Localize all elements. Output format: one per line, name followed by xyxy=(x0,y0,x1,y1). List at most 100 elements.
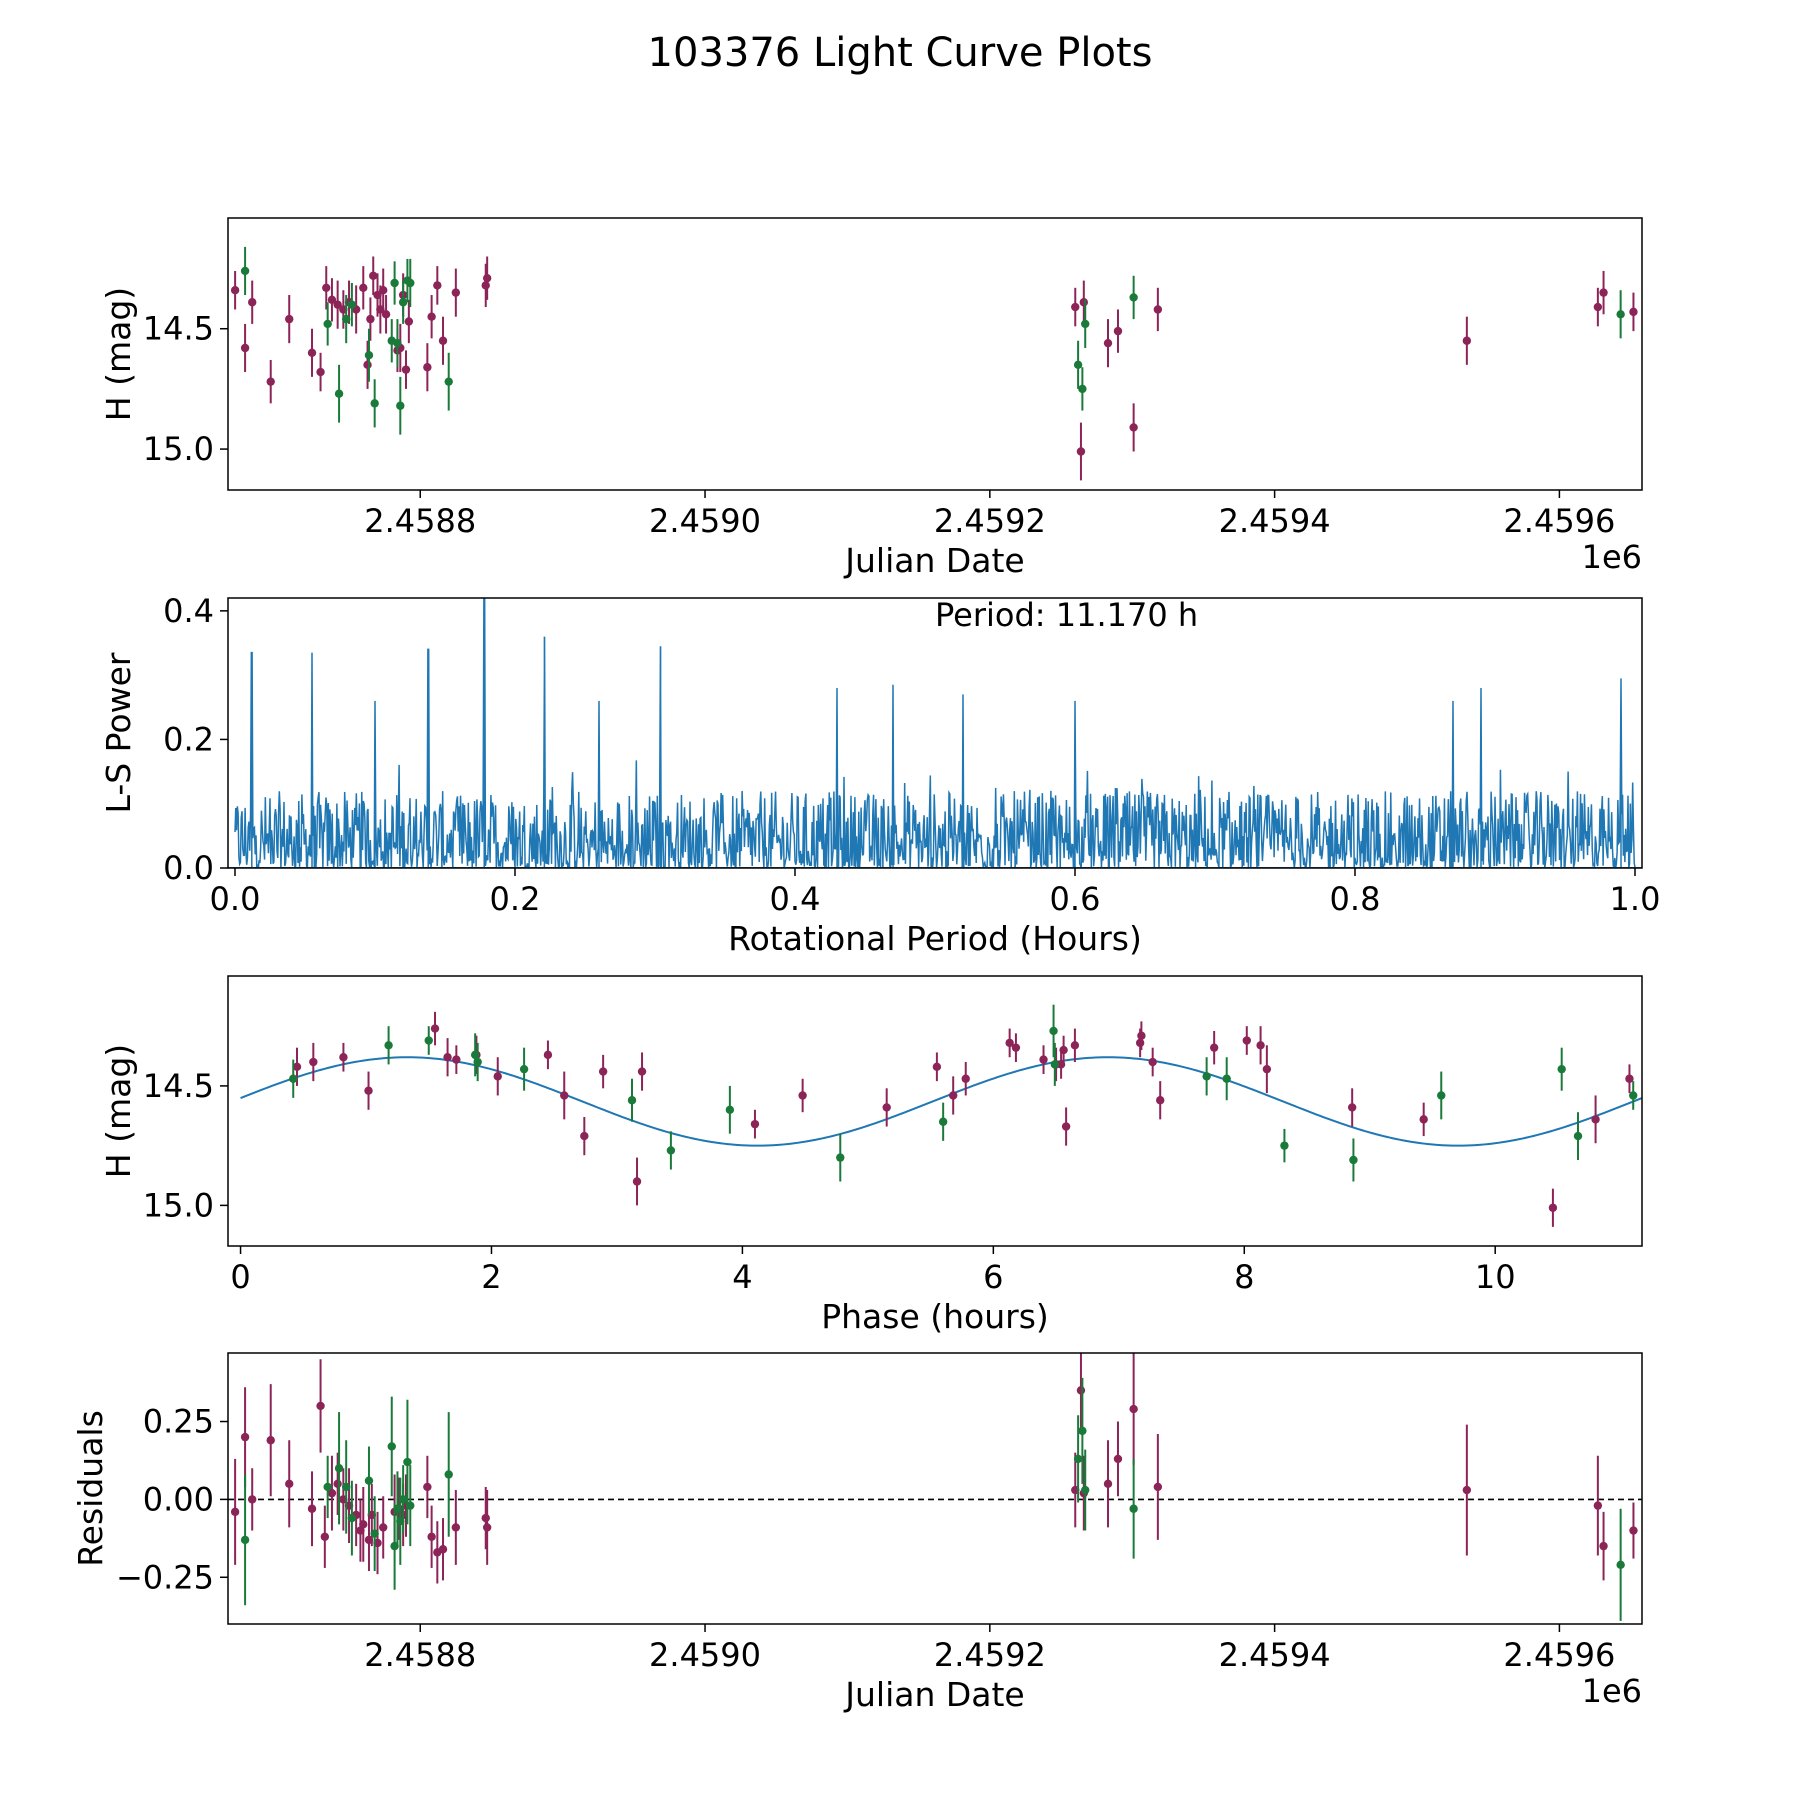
data-point xyxy=(316,1401,325,1411)
data-point xyxy=(1078,1426,1087,1436)
data-point xyxy=(519,1064,529,1074)
data-point xyxy=(1050,1060,1060,1069)
x-tick-label: 0.2 xyxy=(490,880,541,918)
data-point xyxy=(1419,1115,1428,1124)
data-point xyxy=(1005,1038,1014,1048)
data-point xyxy=(334,1464,344,1473)
data-point xyxy=(334,389,344,398)
data-point xyxy=(493,1072,502,1081)
data-point xyxy=(359,1520,368,1529)
data-point xyxy=(961,1074,970,1083)
data-point xyxy=(798,1091,807,1100)
data-point xyxy=(379,286,388,295)
x-tick-label: 2.4590 xyxy=(649,502,761,540)
data-point xyxy=(384,1041,393,1050)
y-tick-label: 0.2 xyxy=(163,720,214,758)
data-point xyxy=(1061,1122,1071,1131)
data-point xyxy=(347,300,357,309)
data-point xyxy=(1129,293,1138,302)
data-point xyxy=(398,298,408,307)
x-tick-label: 2.4594 xyxy=(1219,502,1331,540)
data-point xyxy=(444,1470,453,1479)
data-point xyxy=(347,1513,357,1523)
data-point xyxy=(1113,1454,1123,1464)
data-point xyxy=(230,1507,240,1517)
data-point xyxy=(482,273,492,283)
data-point xyxy=(1280,1141,1289,1150)
data-point xyxy=(1076,447,1086,456)
y-tick-label: 15.0 xyxy=(143,430,214,468)
data-point xyxy=(364,1086,373,1095)
x-tick-label: 6 xyxy=(983,1258,1003,1296)
data-point xyxy=(1209,1043,1219,1052)
model-curve xyxy=(240,1056,1642,1147)
data-point xyxy=(366,314,375,324)
data-point xyxy=(307,348,317,357)
data-point xyxy=(327,1488,337,1498)
data-point xyxy=(932,1062,942,1071)
x-axis-label: Phase (hours) xyxy=(821,1297,1049,1336)
data-point xyxy=(1059,1045,1068,1055)
data-point xyxy=(543,1050,553,1060)
data-point xyxy=(1349,1155,1358,1165)
data-point xyxy=(396,401,405,410)
data-point xyxy=(240,266,250,276)
data-point xyxy=(401,365,411,374)
data-point xyxy=(1629,1526,1638,1535)
data-point xyxy=(443,1053,452,1062)
axes-frame xyxy=(227,597,1643,869)
data-point xyxy=(406,278,415,288)
data-point xyxy=(1070,1041,1080,1050)
data-point xyxy=(322,283,331,293)
data-point xyxy=(1347,1103,1357,1112)
data-point xyxy=(627,1096,637,1105)
power-line xyxy=(234,598,1636,868)
data-point xyxy=(1039,1055,1048,1064)
data-point xyxy=(452,1055,461,1064)
data-point xyxy=(1437,1091,1446,1100)
data-point xyxy=(307,1504,317,1513)
data-point xyxy=(240,343,250,353)
data-point xyxy=(1081,1485,1090,1495)
data-point xyxy=(248,1495,257,1504)
data-point xyxy=(333,300,342,309)
y-tick-label: 0.4 xyxy=(163,592,214,630)
data-point xyxy=(1593,1501,1603,1510)
x-tick-label: 2.4588 xyxy=(364,1636,476,1674)
data-point xyxy=(451,288,461,297)
panel-phase-fold: 0 2 4 6 8 10 14.5 15.0 Phase (hours) H (mag) xyxy=(99,975,1643,1336)
data-point xyxy=(1599,288,1608,297)
plot-area xyxy=(228,598,1642,868)
data-point xyxy=(1148,1057,1157,1067)
plot-area xyxy=(240,1004,1642,1227)
axes-frame xyxy=(227,975,1643,1247)
data-point xyxy=(750,1119,760,1129)
data-point xyxy=(1202,1072,1211,1081)
data-point xyxy=(240,1432,250,1442)
data-point xyxy=(248,298,257,307)
data-point xyxy=(1129,423,1138,432)
data-point xyxy=(1616,310,1625,319)
x-tick-label: 0 xyxy=(230,1258,250,1296)
data-point xyxy=(1113,326,1123,336)
data-point xyxy=(316,367,325,377)
x-tick-label: 8 xyxy=(1234,1258,1254,1296)
x-tick-label: 2.4594 xyxy=(1219,1636,1331,1674)
x-axis-label: Julian Date xyxy=(843,541,1025,580)
data-point xyxy=(240,1535,250,1545)
x-tick-label: 2.4596 xyxy=(1503,502,1615,540)
period-annotation: Period: 11.170 h xyxy=(935,596,1198,634)
data-point xyxy=(364,351,374,360)
data-point xyxy=(285,1479,294,1489)
x-tick-label: 10 xyxy=(1475,1258,1516,1296)
figure-title: 103376 Light Curve Plots xyxy=(648,30,1153,76)
data-point xyxy=(438,1545,448,1554)
y-tick-label: −0.25 xyxy=(116,1558,214,1596)
x-offset-label: 1e6 xyxy=(1582,1672,1642,1710)
data-point xyxy=(560,1091,569,1100)
data-point xyxy=(403,1457,412,1467)
panel-residuals: 2.4588 2.4590 2.4592 2.4594 2.4596 −0.25 0.00 0… xyxy=(71,1352,1643,1714)
panel-light-curve: 2.4588 2.4590 2.4592 2.4594 2.4596 14.5 15.0 Ju… xyxy=(99,217,1643,580)
data-point xyxy=(1156,1096,1165,1105)
